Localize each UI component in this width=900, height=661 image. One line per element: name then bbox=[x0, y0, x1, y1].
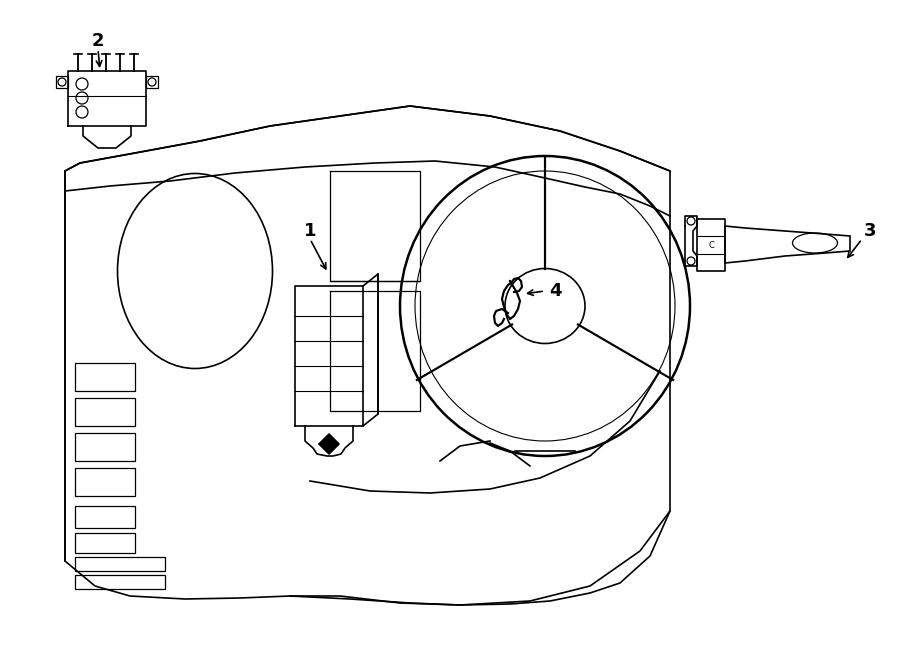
Text: 3: 3 bbox=[864, 222, 877, 240]
Bar bbox=[75, 533, 135, 553]
Bar bbox=[75, 363, 135, 391]
Bar bbox=[75, 398, 135, 426]
Text: 4: 4 bbox=[549, 282, 562, 300]
Polygon shape bbox=[725, 226, 850, 263]
Text: C: C bbox=[708, 241, 714, 251]
Bar bbox=[75, 506, 135, 528]
Polygon shape bbox=[319, 434, 339, 454]
Text: 2: 2 bbox=[92, 32, 104, 50]
Bar bbox=[75, 433, 135, 461]
Bar bbox=[75, 468, 135, 496]
Bar bbox=[75, 557, 165, 571]
Text: 1: 1 bbox=[304, 222, 316, 240]
Bar bbox=[75, 575, 165, 589]
